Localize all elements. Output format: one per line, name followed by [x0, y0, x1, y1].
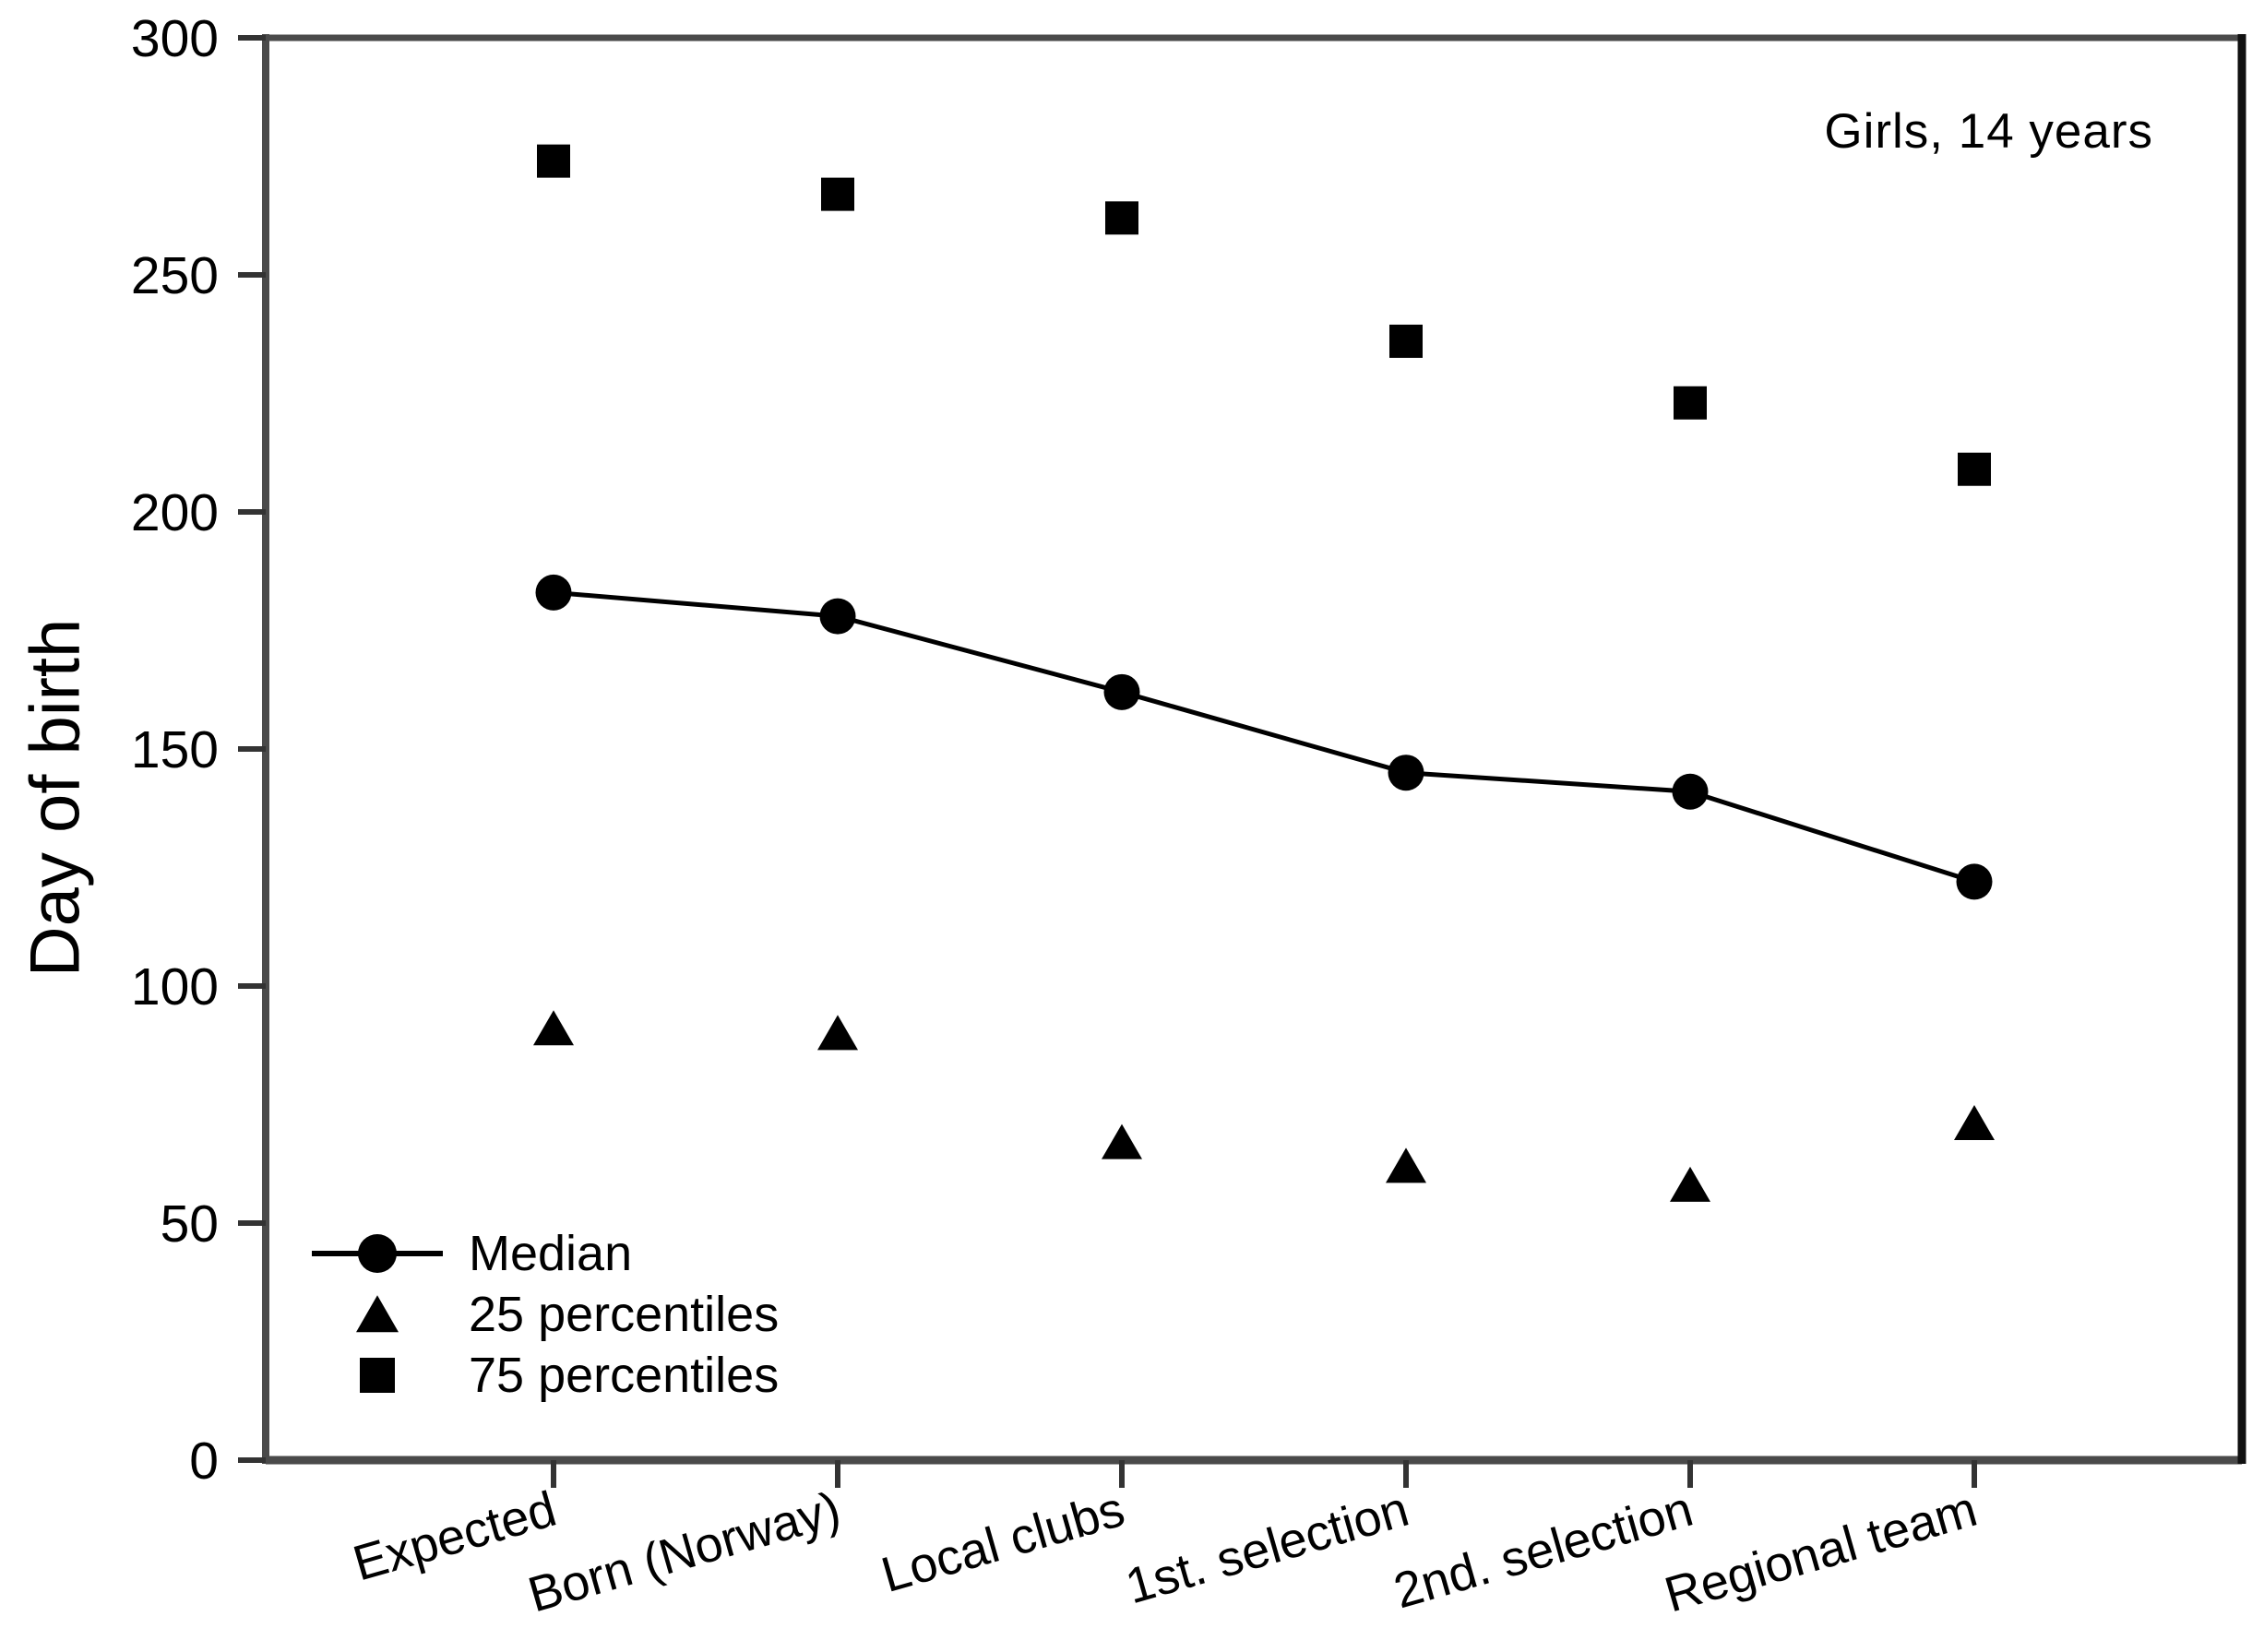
y-tick-label: 200 — [131, 483, 219, 542]
x-category-label: Regional team — [1659, 1481, 1983, 1623]
triangle-data-point — [1954, 1105, 1995, 1141]
x-category-label: Born (Norway) — [522, 1481, 846, 1623]
triangle-marker-cell — [312, 1284, 443, 1345]
y-axis-title: Day of birth — [16, 618, 95, 978]
y-tick-label: 100 — [131, 957, 219, 1016]
circle-marker-icon — [358, 1234, 397, 1273]
circle-data-point — [1103, 673, 1140, 710]
square-data-point — [1958, 452, 1991, 486]
triangle-marker-icon — [356, 1295, 399, 1333]
y-tick-label: 0 — [189, 1432, 219, 1491]
y-tick-label: 250 — [131, 246, 219, 305]
triangle-data-point — [817, 1015, 858, 1051]
circle-data-point — [1956, 863, 1993, 900]
legend-item-25-percentiles: 25 percentiles — [312, 1284, 779, 1345]
square-data-point — [821, 177, 854, 211]
square-data-point — [1105, 201, 1138, 235]
circle-data-point — [535, 574, 572, 611]
triangle-data-point — [1386, 1147, 1426, 1183]
circle-data-point — [1388, 755, 1424, 791]
chart-annotation: Girls, 14 years — [1824, 104, 2153, 159]
legend-item-75-percentiles: 75 percentiles — [312, 1345, 779, 1406]
y-tick-label: 300 — [131, 9, 219, 68]
y-tick-label: 150 — [131, 720, 219, 779]
legend-label-25-percentiles: 25 percentiles — [469, 1287, 780, 1342]
square-marker-cell — [312, 1345, 443, 1406]
legend-label-median: Median — [469, 1226, 633, 1281]
x-category-label: Local clubs — [876, 1481, 1130, 1603]
x-category-label: 1st. selection — [1120, 1481, 1415, 1615]
square-marker-icon — [360, 1358, 395, 1393]
median-line-circle-icon — [312, 1223, 443, 1284]
circle-data-point — [1672, 773, 1709, 810]
legend-item-median: Median — [312, 1223, 779, 1284]
square-data-point — [1389, 324, 1423, 358]
y-tick-label: 50 — [161, 1194, 219, 1254]
x-category-label: 2nd. selection — [1388, 1481, 1698, 1620]
triangle-data-point — [533, 1010, 574, 1046]
square-data-point — [1674, 386, 1707, 420]
triangle-data-point — [1670, 1166, 1710, 1202]
legend-label-75-percentiles: 75 percentiles — [469, 1348, 780, 1403]
circle-data-point — [819, 598, 856, 635]
triangle-data-point — [1102, 1123, 1142, 1159]
legend: Median 25 percentiles 75 percentiles — [312, 1223, 779, 1406]
median-line — [553, 589, 1975, 885]
square-data-point — [537, 144, 570, 178]
